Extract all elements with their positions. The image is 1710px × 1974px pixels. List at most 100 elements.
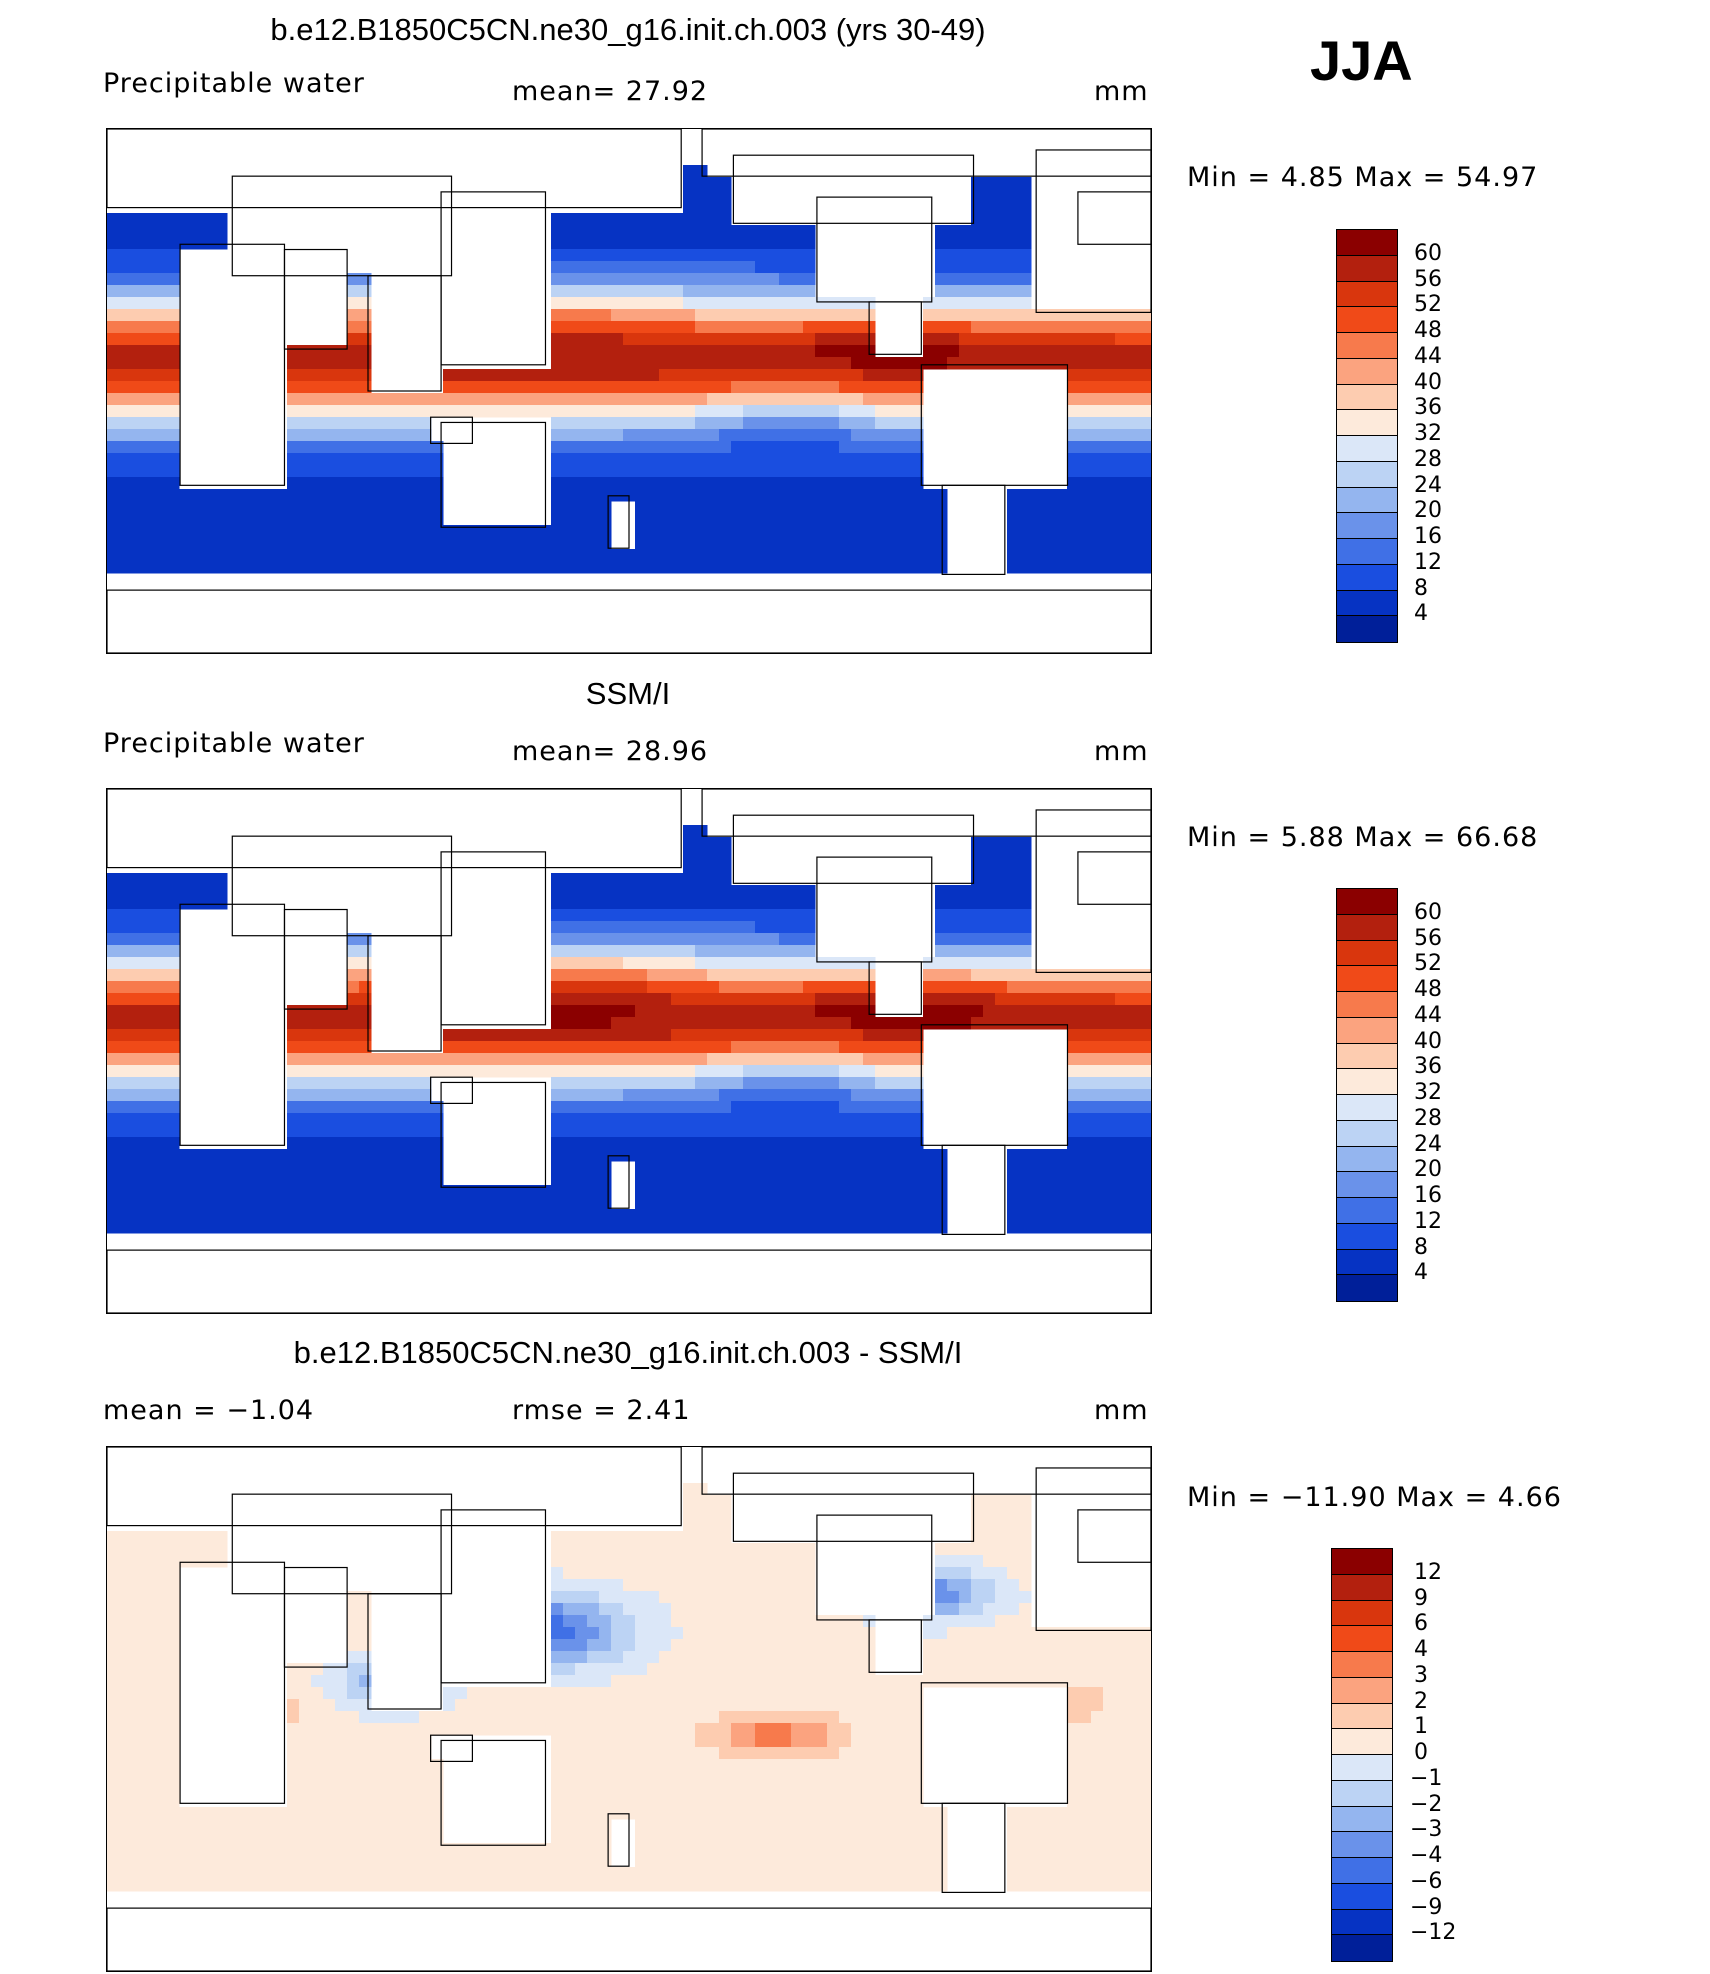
map-cell [419,1161,432,1174]
map-cell [359,1029,372,1042]
map-cell [1115,1711,1128,1724]
map-cell [971,1615,984,1628]
map-cell [635,981,648,994]
map-cell [647,1101,660,1114]
map-cell [947,897,960,910]
map-cell [407,1723,420,1736]
map-cell [203,1807,216,1820]
map-cell [1091,1209,1104,1222]
map-cell [683,1771,696,1784]
map-cell [143,1197,156,1210]
map-cell [563,1747,576,1760]
map-cell [947,993,960,1006]
map-cell [251,561,264,574]
map-cell [191,501,204,514]
map-cell [395,1185,408,1198]
map-cell [659,513,672,526]
map-cell [671,1723,684,1736]
map-cell [299,1209,312,1222]
map-cell [887,1687,900,1700]
map-cell [671,213,684,226]
map-cell [623,1543,636,1556]
map-cell [743,225,756,238]
map-cell [287,1723,300,1736]
map-cell [1031,321,1044,334]
map-cell [635,477,648,490]
map-cell [599,225,612,238]
map-cell [899,477,912,490]
map-cell [887,1017,900,1030]
map-cell [299,1819,312,1832]
map-cell [635,525,648,538]
map-cell [395,537,408,550]
map-cell [287,1161,300,1174]
map-cell [779,1735,792,1748]
map-cell [311,549,324,562]
map-cell [383,1125,396,1138]
map-cell [275,1173,288,1186]
map-cell [803,549,816,562]
map-cell [551,1101,564,1114]
map-cell [335,429,348,442]
map-cell [143,1053,156,1066]
map-cell [635,1197,648,1210]
map-cell [755,273,768,286]
map-cell [359,1005,372,1018]
map-cell [695,237,708,250]
map-cell [731,357,744,370]
map-cell [947,285,960,298]
map-cell [1055,993,1068,1006]
map-cell [371,1089,384,1102]
map-cell [539,381,552,394]
map-cell [995,333,1008,346]
map-cell [419,1795,432,1808]
map-cell [659,945,672,958]
map-cell [563,237,576,250]
map-cell [887,1125,900,1138]
map-cell [371,1819,384,1832]
map-cell [191,213,204,226]
map-cell [419,1209,432,1222]
map-cell [887,393,900,406]
map-cell [467,405,480,418]
map-cell [419,1723,432,1736]
map-cell [959,1675,972,1688]
map-cell [611,1101,624,1114]
map-cell [599,237,612,250]
map-cell [347,1603,360,1616]
map-cell [1127,381,1140,394]
map-cell [671,225,684,238]
map-cell [407,1795,420,1808]
map-cell [635,1053,648,1066]
map-cell [995,933,1008,946]
map-cell [719,921,732,934]
map-cell [623,1053,636,1066]
map-cell [1067,1137,1080,1150]
map-cell [1079,1041,1092,1054]
map-cell [851,1675,864,1688]
map-cell [743,309,756,322]
map-cell [323,1101,336,1114]
map-cell [695,549,708,562]
map-cell [563,1639,576,1652]
map-cell [839,1747,852,1760]
map-cell [311,525,324,538]
map-cell [107,489,120,502]
map-cell [1103,1783,1116,1796]
map-cell [539,1065,552,1078]
map-cell [407,465,420,478]
map-cell [155,249,168,262]
map-cell [935,261,948,274]
map-cell [1007,345,1020,358]
map-cell [575,417,588,430]
map-cell [659,1531,672,1544]
map-cell [1115,1137,1128,1150]
map-cell [167,1005,180,1018]
colorbar-tick-label: 52 [1414,951,1442,977]
map-cell [479,369,492,382]
map-cell [1139,1017,1151,1030]
map-cell [935,1555,948,1568]
map-cell [323,525,336,538]
map-cell [395,441,408,454]
map-cell [755,321,768,334]
